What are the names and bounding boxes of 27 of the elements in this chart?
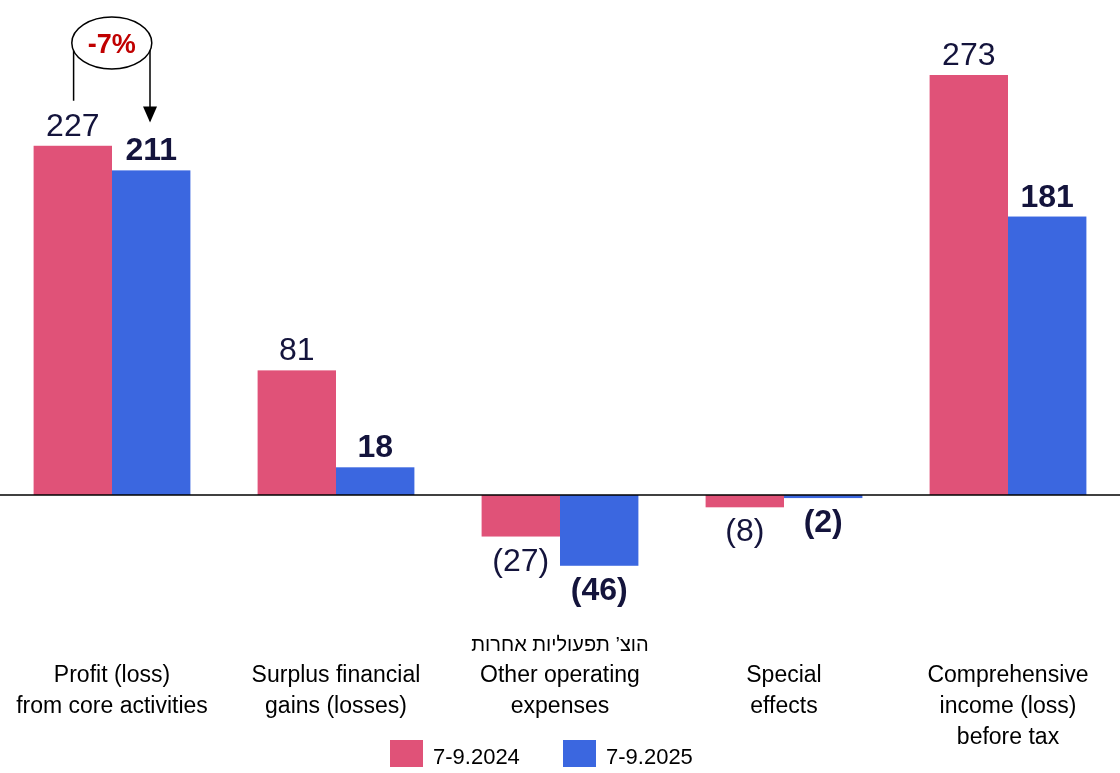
data-label: (27) (492, 541, 550, 578)
data-label: (46) (570, 570, 628, 607)
x-tick-label: Comprehensive income (loss) before tax (927, 661, 1089, 749)
data-label: 211 (125, 131, 178, 168)
bar (929, 75, 1008, 495)
bar (112, 170, 191, 495)
bar (336, 467, 415, 495)
data-label: 18 (357, 428, 393, 465)
bar (257, 370, 336, 495)
x-tick-label: Other operating expenses (480, 661, 640, 718)
data-label: 227 (46, 106, 100, 143)
x-tick-label: Special effects (746, 661, 822, 718)
data-label: (8) (725, 512, 765, 549)
data-label: 181 (1020, 177, 1074, 214)
legend-label: 7-9.2024 (433, 744, 520, 769)
x-tick-label: Profit (loss) from core activities (16, 661, 208, 718)
bar (560, 495, 639, 566)
bar (1008, 216, 1087, 495)
data-label: 81 (279, 331, 315, 368)
legend-label: 7-9.2025 (606, 744, 693, 769)
x-tick-label: Surplus financial gains (losses) (251, 661, 421, 718)
data-label: (2) (803, 503, 843, 540)
bar (33, 145, 112, 495)
text: הוצ’ תפעוליות אחרות (471, 633, 649, 655)
data-label: 273 (942, 36, 996, 72)
bar (481, 495, 560, 537)
text: -7% (87, 29, 136, 59)
